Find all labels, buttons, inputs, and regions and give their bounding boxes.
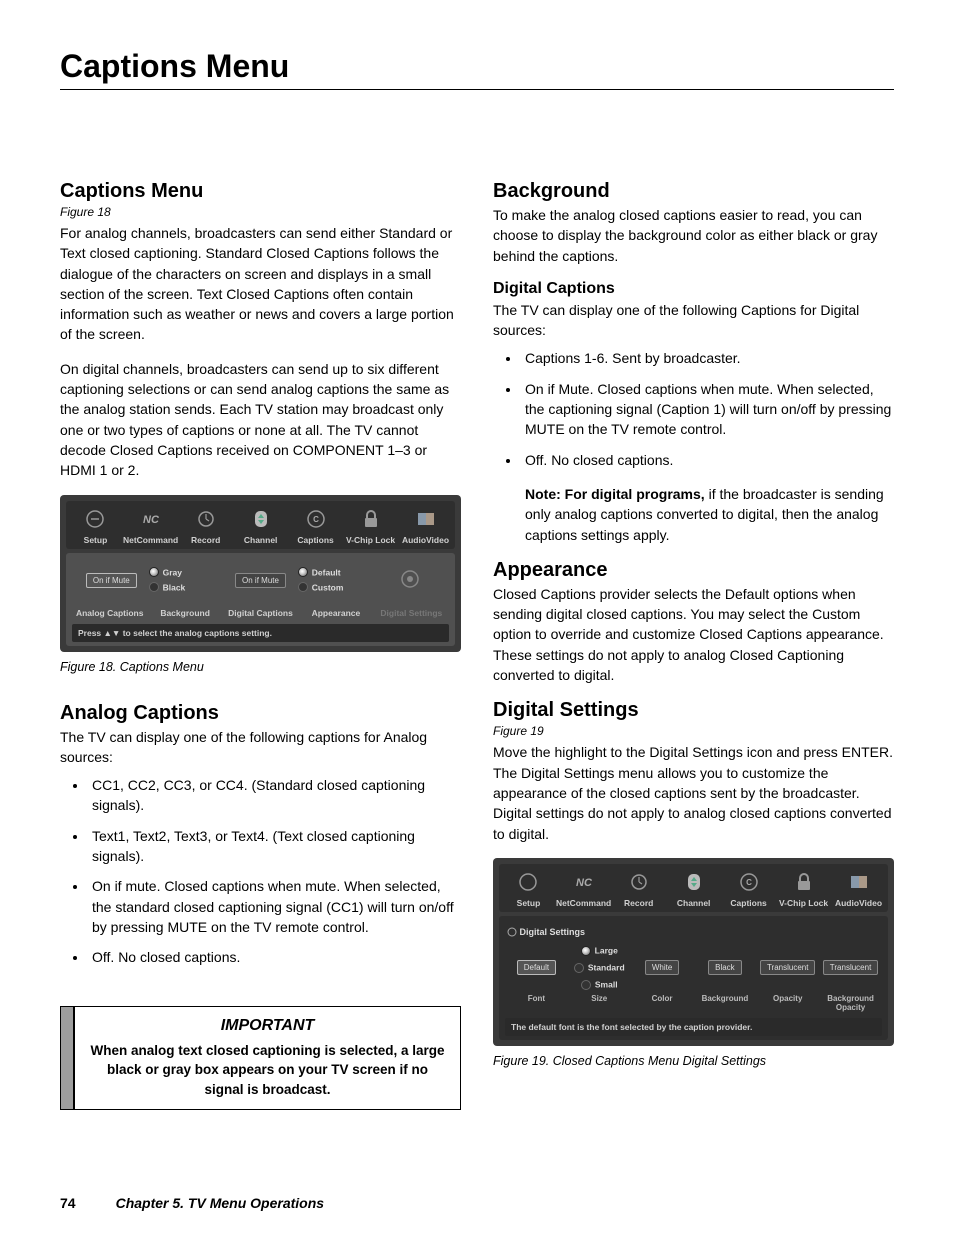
channel-icon (685, 871, 703, 893)
heading-digital-settings: Digital Settings (493, 699, 894, 722)
title-rule (60, 89, 894, 90)
menu-body: On if Mute Gray Black On if Mute Default… (66, 553, 455, 646)
tab-record: Record (178, 505, 233, 547)
important-bar (61, 1007, 75, 1110)
gear-icon (507, 927, 517, 937)
netcommand-icon: NC (574, 872, 594, 892)
list-item: On if mute. Closed captions when mute. W… (88, 876, 461, 937)
bg-opacity-button: Translucent (823, 960, 879, 975)
tab-setup: Setup (501, 868, 556, 910)
captions-paragraph-1: For analog channels, broadcasters can se… (60, 223, 461, 345)
tab-audiovideo: AudioVideo (398, 505, 453, 547)
important-box: IMPORTANT When analog text closed captio… (60, 1006, 461, 1111)
tab-vchip: V-Chip Lock (343, 505, 398, 547)
tab-captions: CCaptions (721, 868, 776, 910)
heading-analog-captions: Analog Captions (60, 702, 461, 725)
page-number: 74 (60, 1195, 76, 1211)
tab-vchip: V-Chip Lock (776, 868, 831, 910)
lock-icon (362, 509, 380, 529)
analog-captions-list: CC1, CC2, CC3, or CC4. (Standard closed … (60, 775, 461, 967)
digital-settings-text: Move the highlight to the Digital Settin… (493, 742, 894, 843)
figure-18-menu: Setup NCNetCommand Record Channel CCapti… (60, 495, 461, 652)
radio-black (149, 582, 159, 592)
tab-audiovideo: AudioVideo (831, 868, 886, 910)
lock-icon (795, 872, 813, 892)
netcommand-icon: NC (141, 509, 161, 529)
page-footer: 74 Chapter 5. TV Menu Operations (60, 1195, 894, 1211)
list-item: Captions 1-6. Sent by broadcaster. (521, 348, 894, 368)
list-item: Off. No closed captions. (521, 450, 894, 470)
captions-icon: C (306, 509, 326, 529)
radio-gray (149, 567, 159, 577)
figure-ref-19: Figure 19 (493, 724, 894, 738)
tab-channel: Channel (233, 505, 288, 547)
svg-text:C: C (746, 878, 752, 887)
svg-text:NC: NC (143, 514, 160, 526)
figure-19-menu: Setup NCNetCommand Record Channel CCapti… (493, 858, 894, 1047)
radio-small (581, 980, 591, 990)
chapter-label: Chapter 5. TV Menu Operations (116, 1195, 324, 1211)
section-labels: Analog Captions Background Digital Capti… (72, 608, 449, 618)
tab-netcommand: NCNetCommand (556, 868, 611, 910)
bg-black-button: Black (708, 960, 742, 975)
list-item: On if Mute. Closed captions when mute. W… (521, 379, 894, 440)
clock-icon (196, 509, 216, 529)
radio-custom (298, 582, 308, 592)
radio-large (581, 946, 591, 956)
menu-tabs: Setup NCNetCommand Record Channel CCapti… (66, 501, 455, 549)
tab-channel: Channel (666, 868, 721, 910)
tab-netcommand: NCNetCommand (123, 505, 178, 547)
appearance-text: Closed Captions provider selects the Def… (493, 584, 894, 685)
page-title: Captions Menu (60, 48, 894, 85)
radio-standard (574, 963, 584, 973)
menu-tabs: Setup NCNetCommand Record Channel CCapti… (499, 864, 888, 912)
hint-bar: Press ▲▼ to select the analog captions s… (72, 624, 449, 642)
digital-captions-list: Captions 1-6. Sent by broadcaster. On if… (493, 348, 894, 469)
left-column: Captions Menu Figure 18 For analog chann… (60, 180, 461, 1110)
background-text: To make the analog closed captions easie… (493, 205, 894, 266)
captions-icon: C (739, 872, 759, 892)
tab-captions: CCaptions (288, 505, 343, 547)
wrench-icon (85, 509, 105, 529)
wrench-icon (518, 872, 538, 892)
heading-digital-captions: Digital Captions (493, 280, 894, 298)
audiovideo-icon (416, 509, 436, 529)
important-text: When analog text closed captioning is se… (87, 1041, 448, 1100)
analog-intro: The TV can display one of the following … (60, 727, 461, 768)
important-title: IMPORTANT (87, 1017, 448, 1035)
channel-icon (252, 508, 270, 530)
digital-captions-button: On if Mute (235, 573, 286, 588)
figure-18-caption: Figure 18. Captions Menu (60, 660, 461, 674)
list-item: Text1, Text2, Text3, or Text4. (Text clo… (88, 826, 461, 867)
settings-gear-icon (398, 567, 422, 591)
analog-captions-button: On if Mute (86, 573, 137, 588)
tab-setup: Setup (68, 505, 123, 547)
font-default-button: Default (517, 960, 556, 975)
svg-text:NC: NC (576, 877, 593, 889)
heading-captions-menu: Captions Menu (60, 180, 461, 203)
heading-appearance: Appearance (493, 559, 894, 582)
menu-body-digital: Digital Settings Large Default Standard … (499, 916, 888, 1041)
ds-header: Digital Settings (505, 924, 882, 944)
svg-text:C: C (313, 515, 319, 524)
right-column: Background To make the analog closed cap… (493, 180, 894, 1110)
figure-19-caption: Figure 19. Closed Captions Menu Digital … (493, 1054, 894, 1068)
opacity-button: Translucent (760, 960, 816, 975)
clock-icon (629, 872, 649, 892)
list-item: CC1, CC2, CC3, or CC4. (Standard closed … (88, 775, 461, 816)
digital-note: Note: For digital programs, if the broad… (525, 484, 894, 545)
content-columns: Captions Menu Figure 18 For analog chann… (60, 180, 894, 1110)
captions-paragraph-2: On digital channels, broadcasters can se… (60, 359, 461, 481)
dc-intro: The TV can display one of the following … (493, 300, 894, 341)
figure-ref-18: Figure 18 (60, 205, 461, 219)
radio-default (298, 567, 308, 577)
ds-hint-bar: The default font is the font selected by… (505, 1018, 882, 1036)
color-white-button: White (645, 960, 679, 975)
list-item: Off. No closed captions. (88, 947, 461, 967)
tab-record: Record (611, 868, 666, 910)
audiovideo-icon (849, 872, 869, 892)
heading-background: Background (493, 180, 894, 203)
ds-labels: Font Size Color Background Opacity Backg… (505, 992, 882, 1012)
